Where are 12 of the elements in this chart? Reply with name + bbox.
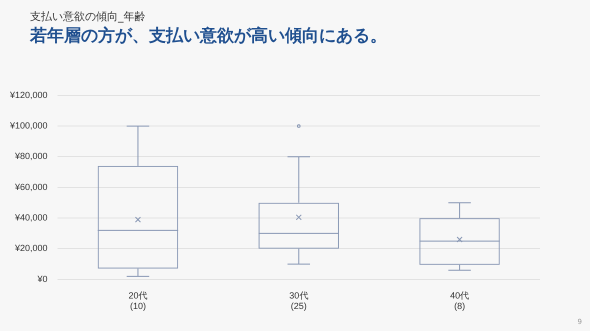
x-tick-label: 30代 (25) [289, 290, 308, 312]
chart-title: 若年層の方が、支払い意欲が高い傾向にある。 [30, 25, 387, 47]
chart-subtitle: 支払い意欲の傾向_年齢 [30, 9, 146, 24]
y-tick-label: ¥40,000 [14, 212, 48, 223]
y-tick-label: ¥20,000 [14, 243, 48, 254]
y-tick-label: ¥60,000 [14, 182, 48, 192]
x-tick-label: 20代 (10) [128, 290, 148, 312]
y-tick-label: ¥0 [36, 274, 48, 284]
y-tick-label: ¥80,000 [14, 151, 48, 162]
x-tick-label: 40代 (8) [450, 290, 470, 312]
y-tick-label: ¥100,000 [8, 120, 48, 131]
y-tick-label: ¥120,000 [8, 90, 48, 100]
